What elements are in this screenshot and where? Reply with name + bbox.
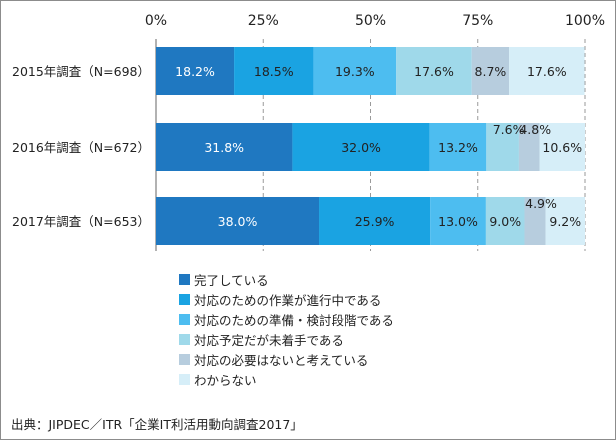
bar-segment bbox=[486, 123, 519, 171]
legend: 完了している対応のための作業が進行中である 対応のための準備・検討段階である 対応予… bbox=[179, 269, 394, 389]
legend-item: 対応のための作業が進行中である bbox=[179, 289, 394, 309]
bar-segment bbox=[292, 123, 430, 171]
data-label: 17.6% bbox=[414, 64, 454, 79]
data-labels: 18.2% 18.5% 19.3% 17.6% 8.7% 17.6% 31.8% 32.0% 1… bbox=[175, 64, 582, 229]
data-label: 10.6% bbox=[542, 140, 582, 155]
x-tick-label: 25% bbox=[248, 13, 279, 29]
data-label: 19.3% bbox=[335, 64, 375, 79]
data-label: 38.0% bbox=[218, 214, 258, 229]
bar-segment bbox=[396, 47, 472, 95]
data-label: 4.8% bbox=[519, 122, 551, 137]
legend-item: わからない bbox=[179, 369, 394, 389]
bar-segments bbox=[156, 47, 585, 245]
legend-label: わからない bbox=[194, 372, 257, 388]
x-tick-label: 100% bbox=[565, 13, 605, 29]
legend-label: 対応のための準備・検討段階である bbox=[194, 312, 394, 328]
category-label: 2017年調査（N=653） bbox=[12, 214, 150, 229]
data-label: 7.6% bbox=[493, 122, 525, 137]
legend-item: 対応予定だが未着手である bbox=[179, 329, 394, 349]
bar-segment bbox=[156, 197, 320, 245]
category-labels: 2015年調査（N=698） 2016年調査（N=672） 2017年調査（N=65… bbox=[12, 64, 150, 229]
bar-segment bbox=[524, 197, 546, 245]
bar-segment bbox=[430, 197, 486, 245]
bar-segment bbox=[485, 197, 525, 245]
x-tick-label: 0% bbox=[145, 13, 167, 29]
data-label: 8.7% bbox=[475, 64, 507, 79]
bar-segment bbox=[471, 47, 510, 95]
bar-segment bbox=[234, 47, 314, 95]
legend-swatch bbox=[179, 313, 190, 325]
legend-swatch bbox=[179, 373, 190, 385]
legend-item: 対応のための準備・検討段階である bbox=[179, 309, 394, 329]
data-label: 31.8% bbox=[204, 140, 244, 155]
bar-segment bbox=[156, 47, 235, 95]
bar-segment bbox=[319, 197, 431, 245]
bar-segment bbox=[545, 197, 585, 245]
legend-label: 対応予定だが未着手である bbox=[194, 332, 344, 348]
data-label: 9.0% bbox=[489, 214, 521, 229]
legend-label: 対応のための作業が進行中である bbox=[194, 292, 382, 308]
data-label: 25.9% bbox=[355, 214, 395, 229]
source-note: 出典：JIPDEC／ITR「企業IT利活用動向調査2017」 bbox=[11, 417, 303, 432]
data-label: 4.9% bbox=[525, 196, 557, 211]
data-label: 32.0% bbox=[341, 140, 381, 155]
bar-segment bbox=[509, 47, 585, 95]
x-tick-label: 50% bbox=[355, 13, 386, 29]
data-label: 17.6% bbox=[527, 64, 567, 79]
data-label: 18.2% bbox=[175, 64, 215, 79]
category-label: 2016年調査（N=672） bbox=[12, 140, 150, 155]
bar-segment bbox=[539, 123, 585, 171]
bar-segment bbox=[429, 123, 487, 171]
data-label: 13.0% bbox=[438, 214, 478, 229]
x-axis-tick-labels: 0% 25% 50% 75% 100% bbox=[145, 13, 605, 29]
category-label: 2015年調査（N=698） bbox=[12, 64, 150, 79]
x-tick-label: 75% bbox=[462, 13, 493, 29]
legend-item: 対応の必要はないと考えている bbox=[179, 349, 394, 369]
data-label: 13.2% bbox=[438, 140, 478, 155]
legend-item: 完了している bbox=[179, 269, 394, 289]
data-label: 9.2% bbox=[549, 214, 581, 229]
bar-segment bbox=[518, 123, 540, 171]
legend-swatch bbox=[179, 293, 190, 305]
legend-swatch bbox=[179, 273, 190, 285]
bar-segment bbox=[156, 123, 293, 171]
data-label: 18.5% bbox=[254, 64, 294, 79]
bar-segment bbox=[313, 47, 397, 95]
legend-label: 対応の必要はないと考えている bbox=[194, 352, 369, 368]
legend-swatch bbox=[179, 333, 190, 345]
legend-swatch bbox=[179, 353, 190, 365]
legend-label: 完了している bbox=[194, 272, 269, 288]
